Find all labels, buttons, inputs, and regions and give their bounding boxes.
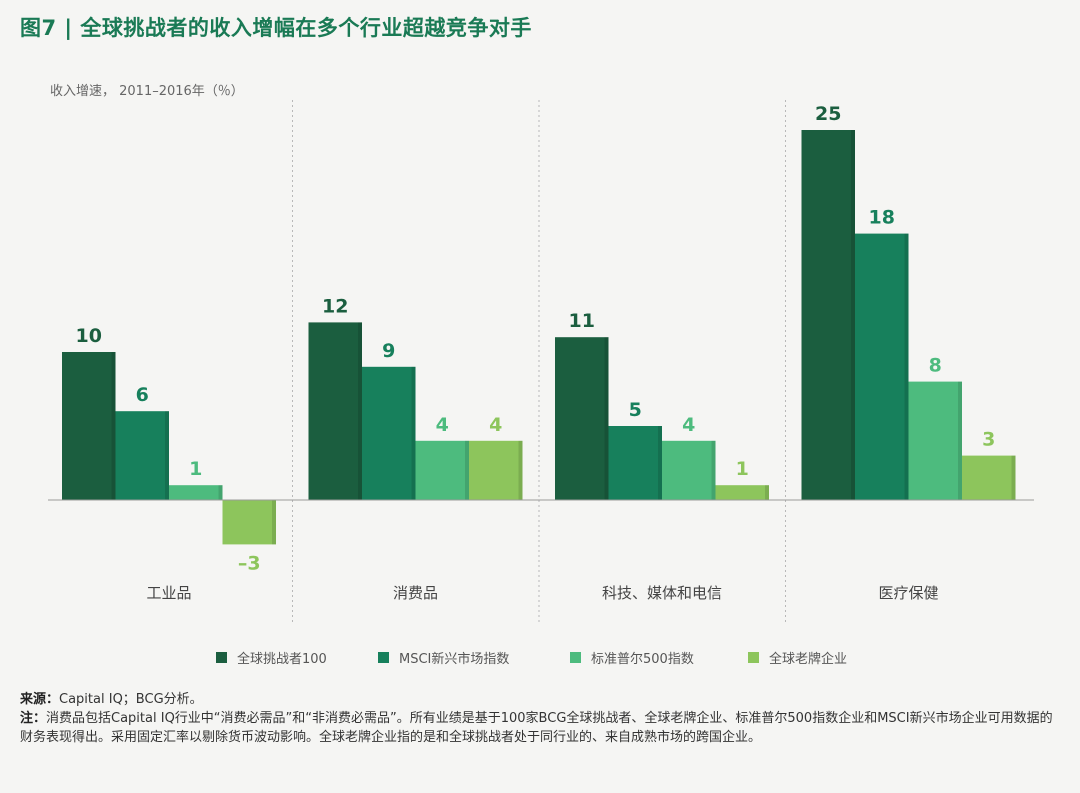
bar-shade xyxy=(604,337,609,500)
bar xyxy=(469,440,523,500)
legend-swatch xyxy=(378,652,389,663)
bar-shade xyxy=(658,426,662,500)
legend-item-global-challengers: 全球挑战者100 xyxy=(216,648,327,667)
bar xyxy=(62,352,116,500)
data-label: 5 xyxy=(629,399,642,421)
data-label: 11 xyxy=(569,310,595,332)
data-label: 4 xyxy=(489,414,502,436)
data-label: 3 xyxy=(982,429,995,451)
bar xyxy=(962,455,1016,500)
legend-item-sp500: 标准普尔500指数 xyxy=(570,648,694,667)
legend-label: 全球老牌企业 xyxy=(769,652,848,667)
bar xyxy=(715,485,769,500)
bar xyxy=(608,426,662,500)
bar-shade xyxy=(165,411,169,500)
bar-shade xyxy=(851,130,855,500)
legend-label: MSCI新兴市场指数 xyxy=(399,652,510,667)
bar xyxy=(415,440,469,500)
data-label: 18 xyxy=(869,207,895,229)
bar-shade xyxy=(711,440,716,500)
data-label: 12 xyxy=(322,295,348,317)
y-axis-label: 收入增速， 2011–2016年（％） xyxy=(50,84,244,99)
source-text: Capital IQ；BCG分析。 xyxy=(59,692,203,707)
note-line: 注：消费品包括Capital IQ行业中“消费必需品”和“非消费必需品”。所有业… xyxy=(20,709,1060,747)
data-label: 6 xyxy=(136,384,149,406)
legend-item-incumbents: 全球老牌企业 xyxy=(748,648,847,667)
bar-shade xyxy=(1011,455,1016,500)
bar xyxy=(222,500,276,545)
data-label: 10 xyxy=(76,325,102,347)
bar xyxy=(855,233,909,500)
note-text: 消费品包括Capital IQ行业中“消费必需品”和“非消费必需品”。所有业绩是… xyxy=(20,711,1053,745)
bar-shade xyxy=(518,440,523,500)
bar xyxy=(801,130,855,500)
bar-shade xyxy=(958,381,962,500)
data-label: 4 xyxy=(436,414,449,436)
bar xyxy=(115,411,169,500)
data-label: –3 xyxy=(238,552,261,574)
data-label: 4 xyxy=(682,414,695,436)
legend-swatch xyxy=(216,652,227,663)
data-label: 1 xyxy=(736,458,749,480)
legend-item-msci: MSCI新兴市场指数 xyxy=(378,648,509,667)
bar xyxy=(308,322,362,500)
category-label: 工业品 xyxy=(146,584,191,602)
legend: 全球挑战者100 MSCI新兴市场指数 标准普尔500指数 全球老牌企业 xyxy=(0,648,1080,668)
bar-shade xyxy=(411,366,416,500)
legend-label: 全球挑战者100 xyxy=(237,652,327,667)
legend-label: 标准普尔500指数 xyxy=(591,652,694,667)
bar xyxy=(662,440,716,500)
category-label: 科技、媒体和电信 xyxy=(602,584,722,602)
legend-swatch xyxy=(570,652,581,663)
bar-shade xyxy=(904,233,909,500)
bar xyxy=(908,381,962,500)
footnotes: 来源：Capital IQ；BCG分析。 注：消费品包括Capital IQ行业… xyxy=(20,690,1060,747)
bar-shade xyxy=(765,485,769,500)
bar xyxy=(169,485,223,500)
data-label: 25 xyxy=(815,103,841,125)
bar xyxy=(555,337,609,500)
bar-shade xyxy=(358,322,362,500)
category-label: 消费品 xyxy=(393,584,438,602)
category-label: 医疗保健 xyxy=(878,584,938,602)
data-label: 9 xyxy=(382,340,395,362)
source-label: 来源： xyxy=(20,692,60,707)
bar-shade xyxy=(111,352,116,500)
bar-chart: 10 6 1 –3 工业品 12 9 4 4 消费品 11 5 4 1 科技、媒体和电信 25 18 8 3 医疗保健 xyxy=(48,100,1034,622)
note-label: 注： xyxy=(20,711,47,726)
legend-swatch xyxy=(748,652,759,663)
source-line: 来源：Capital IQ；BCG分析。 xyxy=(20,690,1060,709)
bar-shade xyxy=(465,440,469,500)
bar xyxy=(362,366,416,500)
data-label: 1 xyxy=(189,458,202,480)
bar-shade xyxy=(218,485,223,500)
bar-shade xyxy=(272,500,276,545)
chart-title: 图7 | 全球挑战者的收入增幅在多个行业超越竞争对手 xyxy=(20,16,532,40)
data-label: 8 xyxy=(929,355,942,377)
